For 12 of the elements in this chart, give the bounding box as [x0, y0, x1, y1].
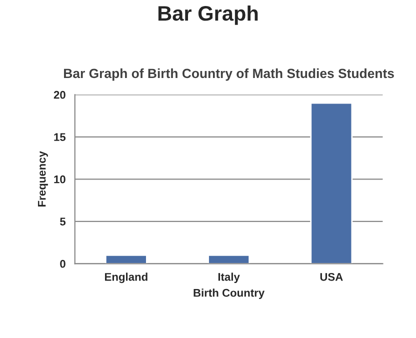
y-tick-label: 10 — [54, 175, 66, 184]
y-tick-label: 15 — [54, 133, 66, 142]
x-tick-label: Italy — [218, 272, 240, 284]
y-tick-label: 0 — [60, 260, 66, 268]
x-tick-label: USA — [320, 272, 343, 281]
chart-title: Bar Graph — [158, 6, 258, 25]
y-axis-title: Frequency — [38, 151, 48, 206]
x-axis-title: Birth Country — [194, 288, 265, 299]
y-tick-label: 5 — [60, 218, 66, 226]
x-tick-label: England — [105, 272, 148, 284]
chart-subtitle: Bar Graph of Birth Country of Math Studies Students — [64, 68, 394, 81]
y-tick-label: 20 — [54, 90, 66, 99]
